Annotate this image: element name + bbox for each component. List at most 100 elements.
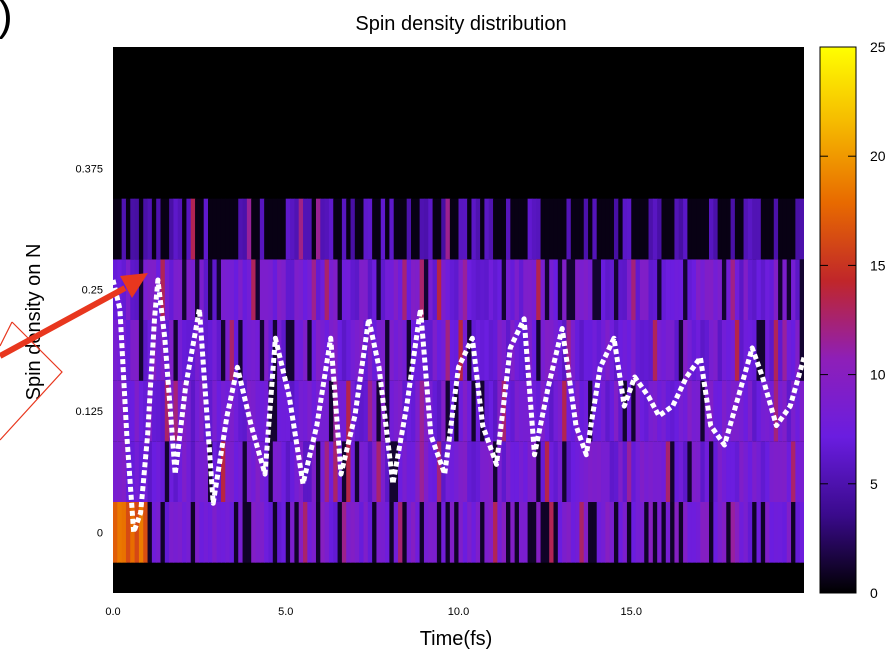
heatmap-cell	[169, 320, 175, 381]
heatmap-cell	[566, 380, 572, 442]
heatmap-cell	[220, 502, 226, 563]
heatmap-cell	[488, 198, 494, 260]
heatmap-cell	[138, 380, 144, 442]
heatmap-cell	[281, 320, 287, 381]
heatmap-cell	[557, 320, 563, 381]
heatmap-cell	[121, 441, 127, 502]
heatmap-cell	[277, 259, 283, 320]
heatmap-cell	[493, 502, 498, 563]
heatmap-cell	[518, 441, 524, 502]
heatmap-cell	[579, 198, 585, 260]
heatmap-cell	[622, 502, 628, 563]
heatmap-cell	[765, 259, 771, 320]
heatmap-cell	[117, 320, 123, 381]
heatmap-cell	[294, 259, 300, 320]
heatmap-cell	[657, 502, 663, 563]
heatmap-cell	[536, 320, 542, 381]
heatmap-cell	[570, 320, 576, 381]
heatmap-cell	[696, 198, 701, 260]
heatmap-cell	[303, 259, 308, 320]
heatmap-cell	[242, 259, 248, 320]
heatmap-cell	[791, 198, 796, 260]
heatmap-cell	[799, 441, 804, 502]
heatmap-cell	[588, 380, 593, 442]
heatmap-cell	[423, 441, 429, 502]
heatmap-cell	[367, 320, 373, 381]
heatmap-cell	[406, 320, 412, 381]
heatmap-cell	[432, 198, 438, 260]
heatmap-cell	[458, 198, 464, 260]
x-tick-label: 10.0	[448, 606, 469, 618]
heatmap-cell	[518, 320, 524, 381]
heatmap-cell	[138, 259, 144, 320]
heatmap-cell	[225, 320, 231, 381]
heatmap-cell	[376, 441, 382, 502]
heatmap-cell	[130, 198, 136, 260]
y-tick-label: 0	[97, 527, 103, 539]
heatmap-cell	[182, 259, 188, 320]
heatmap-cell	[151, 441, 157, 502]
heatmap-cell	[626, 198, 632, 260]
heatmap-cell	[242, 198, 248, 260]
heatmap-cell	[406, 198, 412, 260]
heatmap-cell	[212, 259, 218, 320]
heatmap-cell	[721, 502, 727, 563]
heatmap-cell	[436, 380, 442, 442]
heatmap-cell	[778, 320, 784, 381]
heatmap-cell	[363, 259, 369, 320]
heatmap-cell	[609, 259, 615, 320]
heatmap-cell	[328, 198, 334, 260]
heatmap-cell	[778, 441, 784, 502]
heatmap-cell	[791, 441, 796, 502]
heatmap-cell	[713, 198, 719, 260]
heatmap-cell	[661, 259, 667, 320]
heatmap-cell	[471, 320, 477, 381]
heatmap-cell	[199, 441, 205, 502]
heatmap-cell	[186, 380, 192, 442]
heatmap-cell	[588, 441, 593, 502]
heatmap-cell	[341, 259, 347, 320]
heatmap-cell	[765, 198, 771, 260]
heatmap-cell	[726, 198, 732, 260]
heatmap-cell	[596, 502, 602, 563]
heatmap-cell	[445, 502, 451, 563]
heatmap-cell	[756, 502, 762, 563]
heatmap-cell	[315, 502, 321, 563]
heatmap-cell	[618, 380, 624, 442]
heatmap-cell	[117, 380, 123, 442]
heatmap-cell	[251, 198, 257, 260]
heatmap-cell	[320, 198, 326, 260]
heatmap-cell	[195, 320, 200, 381]
heatmap-cell	[488, 441, 494, 502]
heatmap-cell	[160, 380, 166, 442]
heatmap-cell	[799, 502, 804, 563]
annotation-group	[0, 273, 148, 441]
heatmap-cell	[294, 320, 300, 381]
heatmap-cell	[743, 441, 749, 502]
heatmap-cell	[458, 502, 464, 563]
heatmap-cell	[290, 198, 295, 260]
heatmap-cell	[518, 198, 524, 260]
heatmap-cell	[717, 198, 723, 260]
heatmap-cell	[626, 441, 632, 502]
mean-curve-group	[113, 277, 804, 535]
heatmap-cell	[311, 259, 317, 320]
heatmap-cell	[177, 380, 183, 442]
colorbar-tick-label: 20	[870, 148, 886, 164]
heatmap-cell	[652, 320, 658, 381]
heatmap-cell	[799, 198, 804, 260]
heatmap-cell	[549, 259, 555, 320]
heatmap-cell	[553, 441, 559, 502]
heatmap-cell	[730, 259, 736, 320]
heatmap-cell	[657, 380, 663, 442]
heatmap-cell	[255, 441, 261, 502]
heatmap-cell	[454, 259, 460, 320]
heatmap-cell	[182, 198, 188, 260]
heatmap-cell	[324, 441, 330, 502]
heatmap-cell	[337, 320, 343, 381]
heatmap-cell	[134, 380, 140, 442]
heatmap-cell	[497, 441, 503, 502]
heatmap-cell	[415, 320, 421, 381]
heatmap-cell	[596, 380, 602, 442]
heatmap-cell	[687, 502, 693, 563]
